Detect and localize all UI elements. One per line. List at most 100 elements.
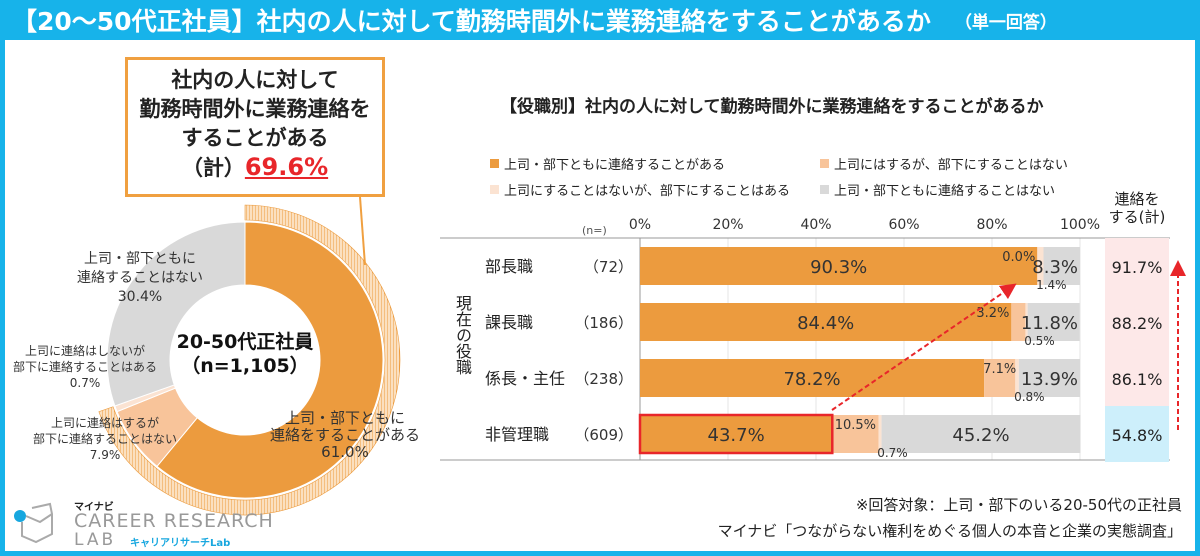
data-label: 3.2% bbox=[976, 306, 1009, 321]
category-label: 係長・主任 bbox=[485, 369, 565, 388]
data-label: 43.7% bbox=[708, 425, 765, 446]
total-value: 86.1% bbox=[1112, 370, 1163, 389]
slice-value: 7.9% bbox=[89, 448, 121, 462]
logo-name: LAB bbox=[74, 530, 117, 550]
total-value: 88.2% bbox=[1112, 314, 1163, 333]
total-callout: 社内の人に対して 勤務時間外に業務連絡を することがある （計）69.6% bbox=[125, 57, 385, 197]
legend-swatch bbox=[490, 185, 499, 194]
page-subtitle: （単一回答） bbox=[954, 12, 1057, 33]
bar-chart-title: 【役職別】社内の人に対して勤務時間外に業務連絡をすることがあるか bbox=[500, 97, 1044, 117]
data-label: 10.5% bbox=[835, 418, 876, 433]
source: マイナビ「つながらない権利をめぐる個人の本音と企業の実態調査」 bbox=[717, 522, 1182, 540]
y-axis-label: 現在の役職 bbox=[453, 295, 472, 375]
legend-swatch bbox=[820, 159, 829, 168]
data-label: 84.4% bbox=[797, 313, 854, 334]
data-label: 0.5% bbox=[1024, 334, 1055, 348]
n-header: (n=) bbox=[582, 224, 607, 237]
x-tick-label: 20% bbox=[712, 217, 743, 233]
bar-segment bbox=[640, 303, 1012, 341]
data-label: 11.8% bbox=[1021, 313, 1078, 334]
legend-label: 上司にはするが、部下にすることはない bbox=[834, 158, 1068, 173]
data-label: 0.0% bbox=[1002, 250, 1035, 265]
x-tick-label: 80% bbox=[976, 217, 1007, 233]
footnote: ※回答対象：上司・部下のいる20-50代の正社員 bbox=[855, 496, 1182, 514]
legend-label: 上司・部下ともに連絡することはない bbox=[834, 184, 1056, 199]
donut-chart bbox=[98, 196, 401, 516]
x-tick-label: 40% bbox=[800, 217, 831, 233]
n-label: （238） bbox=[574, 370, 633, 388]
logo-brand: マイナビ bbox=[74, 502, 114, 513]
slice-label: 上司に連絡はしないが bbox=[24, 344, 145, 358]
category-label: 非管理職 bbox=[485, 425, 549, 444]
legend-item: 上司・部下ともに連絡することはない bbox=[820, 180, 1055, 199]
total-header-line: する(計) bbox=[1108, 208, 1166, 226]
slice-label: 部下に連絡することはある bbox=[12, 360, 157, 374]
category-label: 部長職 bbox=[485, 257, 533, 276]
bar-segment bbox=[984, 359, 1016, 397]
data-label: 1.4% bbox=[1036, 278, 1067, 292]
logo-cube-icon bbox=[14, 502, 53, 544]
callout-line: 勤務時間外に業務連絡を bbox=[139, 97, 371, 121]
legend-item: 上司にはするが、部下にすることはない bbox=[820, 154, 1068, 173]
header-bar: 【20～50代正社員】社内の人に対して勤務時間外に業務連絡をすることがあるか （… bbox=[0, 0, 1200, 40]
callout-line: 社内の人に対して bbox=[171, 68, 339, 92]
legend-label: 上司にすることはないが、部下にすることはある bbox=[504, 184, 791, 199]
data-label: 78.2% bbox=[783, 369, 840, 390]
slice-label: 上司・部下ともに bbox=[284, 409, 405, 427]
bar-segment bbox=[1027, 303, 1080, 341]
donut-slice bbox=[106, 221, 246, 407]
total-cell bbox=[1105, 238, 1169, 294]
bar-segment bbox=[1015, 359, 1019, 397]
bar-segment bbox=[1025, 303, 1028, 341]
trend-arrow bbox=[831, 283, 1017, 411]
bar-segment bbox=[881, 415, 1081, 453]
data-label: 45.2% bbox=[952, 425, 1009, 446]
slice-label-none: 上司・部下ともに 連絡することはない 30.4% bbox=[70, 250, 210, 307]
bar-segment bbox=[1043, 247, 1080, 285]
callout-line: することがある bbox=[181, 126, 329, 150]
legend-item: 上司・部下ともに連絡することがある bbox=[490, 154, 725, 173]
total-value: 91.7% bbox=[1112, 258, 1163, 277]
slice-label-boss-only: 上司に連絡はするが 部下に連絡することはない 7.9% bbox=[25, 415, 185, 463]
bar-segment bbox=[1018, 359, 1080, 397]
x-tick-label: 60% bbox=[888, 217, 919, 233]
total-value: 54.8% bbox=[1112, 426, 1163, 445]
n-label: （186） bbox=[574, 314, 633, 332]
donut-center-label: 20-50代正社員（n=1,105） bbox=[176, 331, 314, 377]
highlight-box bbox=[638, 413, 834, 455]
total-cell bbox=[1105, 350, 1169, 406]
slice-label: 連絡をすることがある bbox=[269, 426, 420, 444]
bar-segment bbox=[640, 359, 985, 397]
bar-segment bbox=[1011, 303, 1026, 341]
callout-prefix: （計） bbox=[181, 156, 245, 180]
slice-label-both: 上司・部下ともに 連絡をすることがある 61.0% bbox=[245, 410, 445, 461]
bar-segment bbox=[1037, 247, 1044, 285]
slice-label: 部下に連絡することはない bbox=[32, 432, 177, 446]
category-label: 課長職 bbox=[485, 313, 533, 332]
donut-slice bbox=[156, 221, 384, 499]
total-cell bbox=[1105, 406, 1169, 462]
bar-segment bbox=[640, 247, 1038, 285]
logo-name: CAREER RESEARCH bbox=[74, 510, 274, 532]
callout-connector bbox=[359, 196, 366, 266]
legend-label: 上司・部下ともに連絡することがある bbox=[504, 158, 726, 173]
bar-segment bbox=[640, 415, 833, 453]
total-cell bbox=[1105, 294, 1169, 350]
logo: マイナビ CAREER RESEARCH LAB キャリアリサーチLab bbox=[10, 500, 280, 550]
total-header-line: 連絡を bbox=[1114, 190, 1160, 208]
slice-label: 連絡することはない bbox=[77, 270, 203, 286]
slice-value: 30.4% bbox=[117, 289, 163, 305]
data-label: 90.3% bbox=[810, 257, 867, 278]
x-tick-label: 100% bbox=[1060, 217, 1100, 233]
bar-segment bbox=[832, 415, 879, 453]
slice-value: 61.0% bbox=[321, 443, 369, 461]
slice-label: 上司に連絡はするが bbox=[50, 416, 159, 430]
slice-label: 上司・部下ともに bbox=[84, 251, 196, 267]
data-label: 8.3% bbox=[1032, 257, 1078, 278]
slice-label-sub-only: 上司に連絡はしないが 部下に連絡することはある 0.7% bbox=[5, 343, 165, 391]
data-label: 7.1% bbox=[983, 362, 1016, 377]
x-tick-label: 0% bbox=[629, 217, 651, 233]
data-label: 13.9% bbox=[1021, 369, 1078, 390]
